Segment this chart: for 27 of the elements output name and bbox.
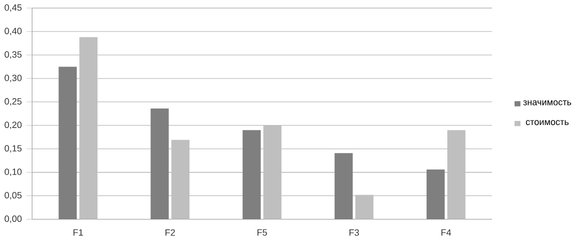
- y-tick-label: 0,25: [4, 98, 22, 106]
- y-tick-label: 0,35: [4, 51, 22, 59]
- y-tick-label: 0,15: [4, 145, 22, 153]
- bar: [171, 140, 190, 220]
- x-tick-label: F5: [258, 229, 267, 236]
- bar: [334, 153, 353, 220]
- x-tick-label: F3: [349, 229, 359, 236]
- y-tick-label: 0,10: [4, 168, 22, 176]
- x-tick-label: F4: [441, 229, 452, 236]
- x-tick-label: F1: [74, 229, 83, 236]
- bar: [426, 169, 445, 220]
- y-tick-label: 0,05: [4, 192, 22, 200]
- bar: [58, 66, 77, 220]
- y-tick-label: 0,00: [4, 215, 22, 223]
- y-tick-label: 0,30: [4, 74, 22, 82]
- bar: [150, 108, 169, 220]
- y-tick-label: 0,40: [4, 28, 22, 36]
- y-tick-label: 0,20: [4, 122, 22, 130]
- x-tick-label: F2: [166, 229, 175, 236]
- bar: [79, 37, 98, 220]
- bar: [355, 194, 374, 220]
- legend-label: стоимость: [526, 120, 569, 126]
- y-tick-label: 0,45: [4, 4, 22, 12]
- bar: [242, 130, 261, 220]
- bar: [263, 125, 282, 220]
- legend-label: значимость: [523, 100, 572, 106]
- bar: [447, 130, 466, 220]
